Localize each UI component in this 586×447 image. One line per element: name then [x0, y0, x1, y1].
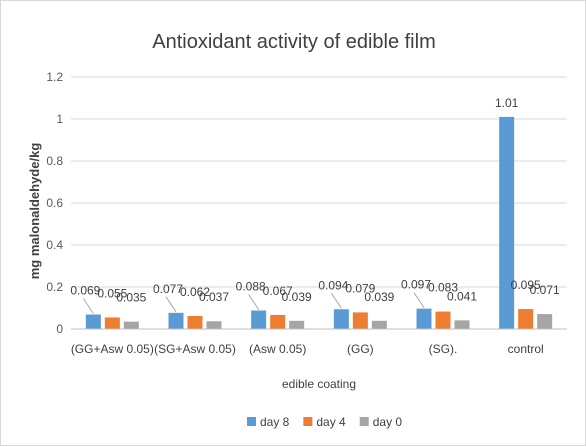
bar [499, 116, 515, 330]
bar [123, 321, 139, 329]
y-tick-label: 0.2 [46, 280, 63, 294]
bar [435, 311, 451, 329]
data-label: 0.083 [428, 281, 458, 295]
bar [168, 312, 184, 329]
data-label: 0.041 [447, 289, 477, 303]
category-label: (GG+Asw 0.05) [71, 342, 154, 356]
bar [187, 315, 203, 329]
category-label: (GG) [347, 342, 374, 356]
data-label: 0.062 [180, 285, 210, 299]
bar [270, 314, 286, 329]
bar [85, 314, 101, 329]
bar [333, 309, 349, 329]
y-tick-label: 0 [56, 322, 63, 336]
bar [454, 320, 470, 329]
bar [416, 308, 432, 329]
legend-swatch [303, 417, 313, 426]
data-label: 0.067 [263, 284, 293, 298]
category-label: control [508, 342, 544, 356]
data-label: 0.095 [511, 278, 541, 292]
bar [251, 310, 267, 329]
y-tick-label: 1 [56, 112, 63, 126]
bar [352, 312, 368, 329]
data-label: 0.055 [97, 286, 127, 300]
bar [104, 317, 120, 329]
data-label: 0.077 [153, 282, 183, 296]
data-label: 0.079 [345, 281, 375, 295]
y-tick-label: 0.6 [46, 196, 63, 210]
category-label: (SG). [429, 342, 458, 356]
data-label: 0.094 [318, 278, 348, 292]
data-label: 0.035 [116, 291, 146, 305]
category-label: (Asw 0.05) [249, 342, 306, 356]
category-label: (SG+Asw 0.05) [154, 342, 236, 356]
data-label: 0.088 [236, 280, 266, 294]
y-tick-label: 0.8 [46, 154, 63, 168]
data-label: 1.01 [495, 96, 519, 110]
data-label: 0.039 [364, 290, 394, 304]
data-label: 0.069 [70, 284, 100, 298]
leader-line [413, 292, 425, 308]
bar [206, 321, 222, 329]
y-tick-label: 0.4 [46, 238, 63, 252]
bar [371, 320, 387, 329]
leader-line [165, 296, 177, 313]
bar [518, 309, 534, 329]
data-label: 0.037 [199, 290, 229, 304]
chart-title: Antioxidant activity of edible film [152, 31, 436, 53]
bar [289, 320, 305, 329]
legend: day 8 day 4 day 0 [247, 415, 402, 429]
bar [537, 314, 553, 329]
data-label: 0.097 [401, 278, 431, 292]
legend-swatch [247, 417, 256, 426]
y-tick-label: 1.2 [46, 70, 63, 84]
data-label: 0.039 [282, 290, 312, 304]
legend-swatch [359, 417, 369, 426]
leader-line [248, 294, 260, 310]
legend-label: day 8 [260, 415, 290, 429]
leader-line [82, 298, 94, 314]
legend-label: day 4 [316, 415, 346, 429]
x-axis-title: edible coating [282, 377, 356, 391]
legend-label: day 0 [373, 415, 403, 429]
data-label: 0.071 [530, 283, 560, 297]
y-axis-title: mg malonaldehyde/kg [27, 143, 42, 280]
leader-line [330, 292, 342, 309]
